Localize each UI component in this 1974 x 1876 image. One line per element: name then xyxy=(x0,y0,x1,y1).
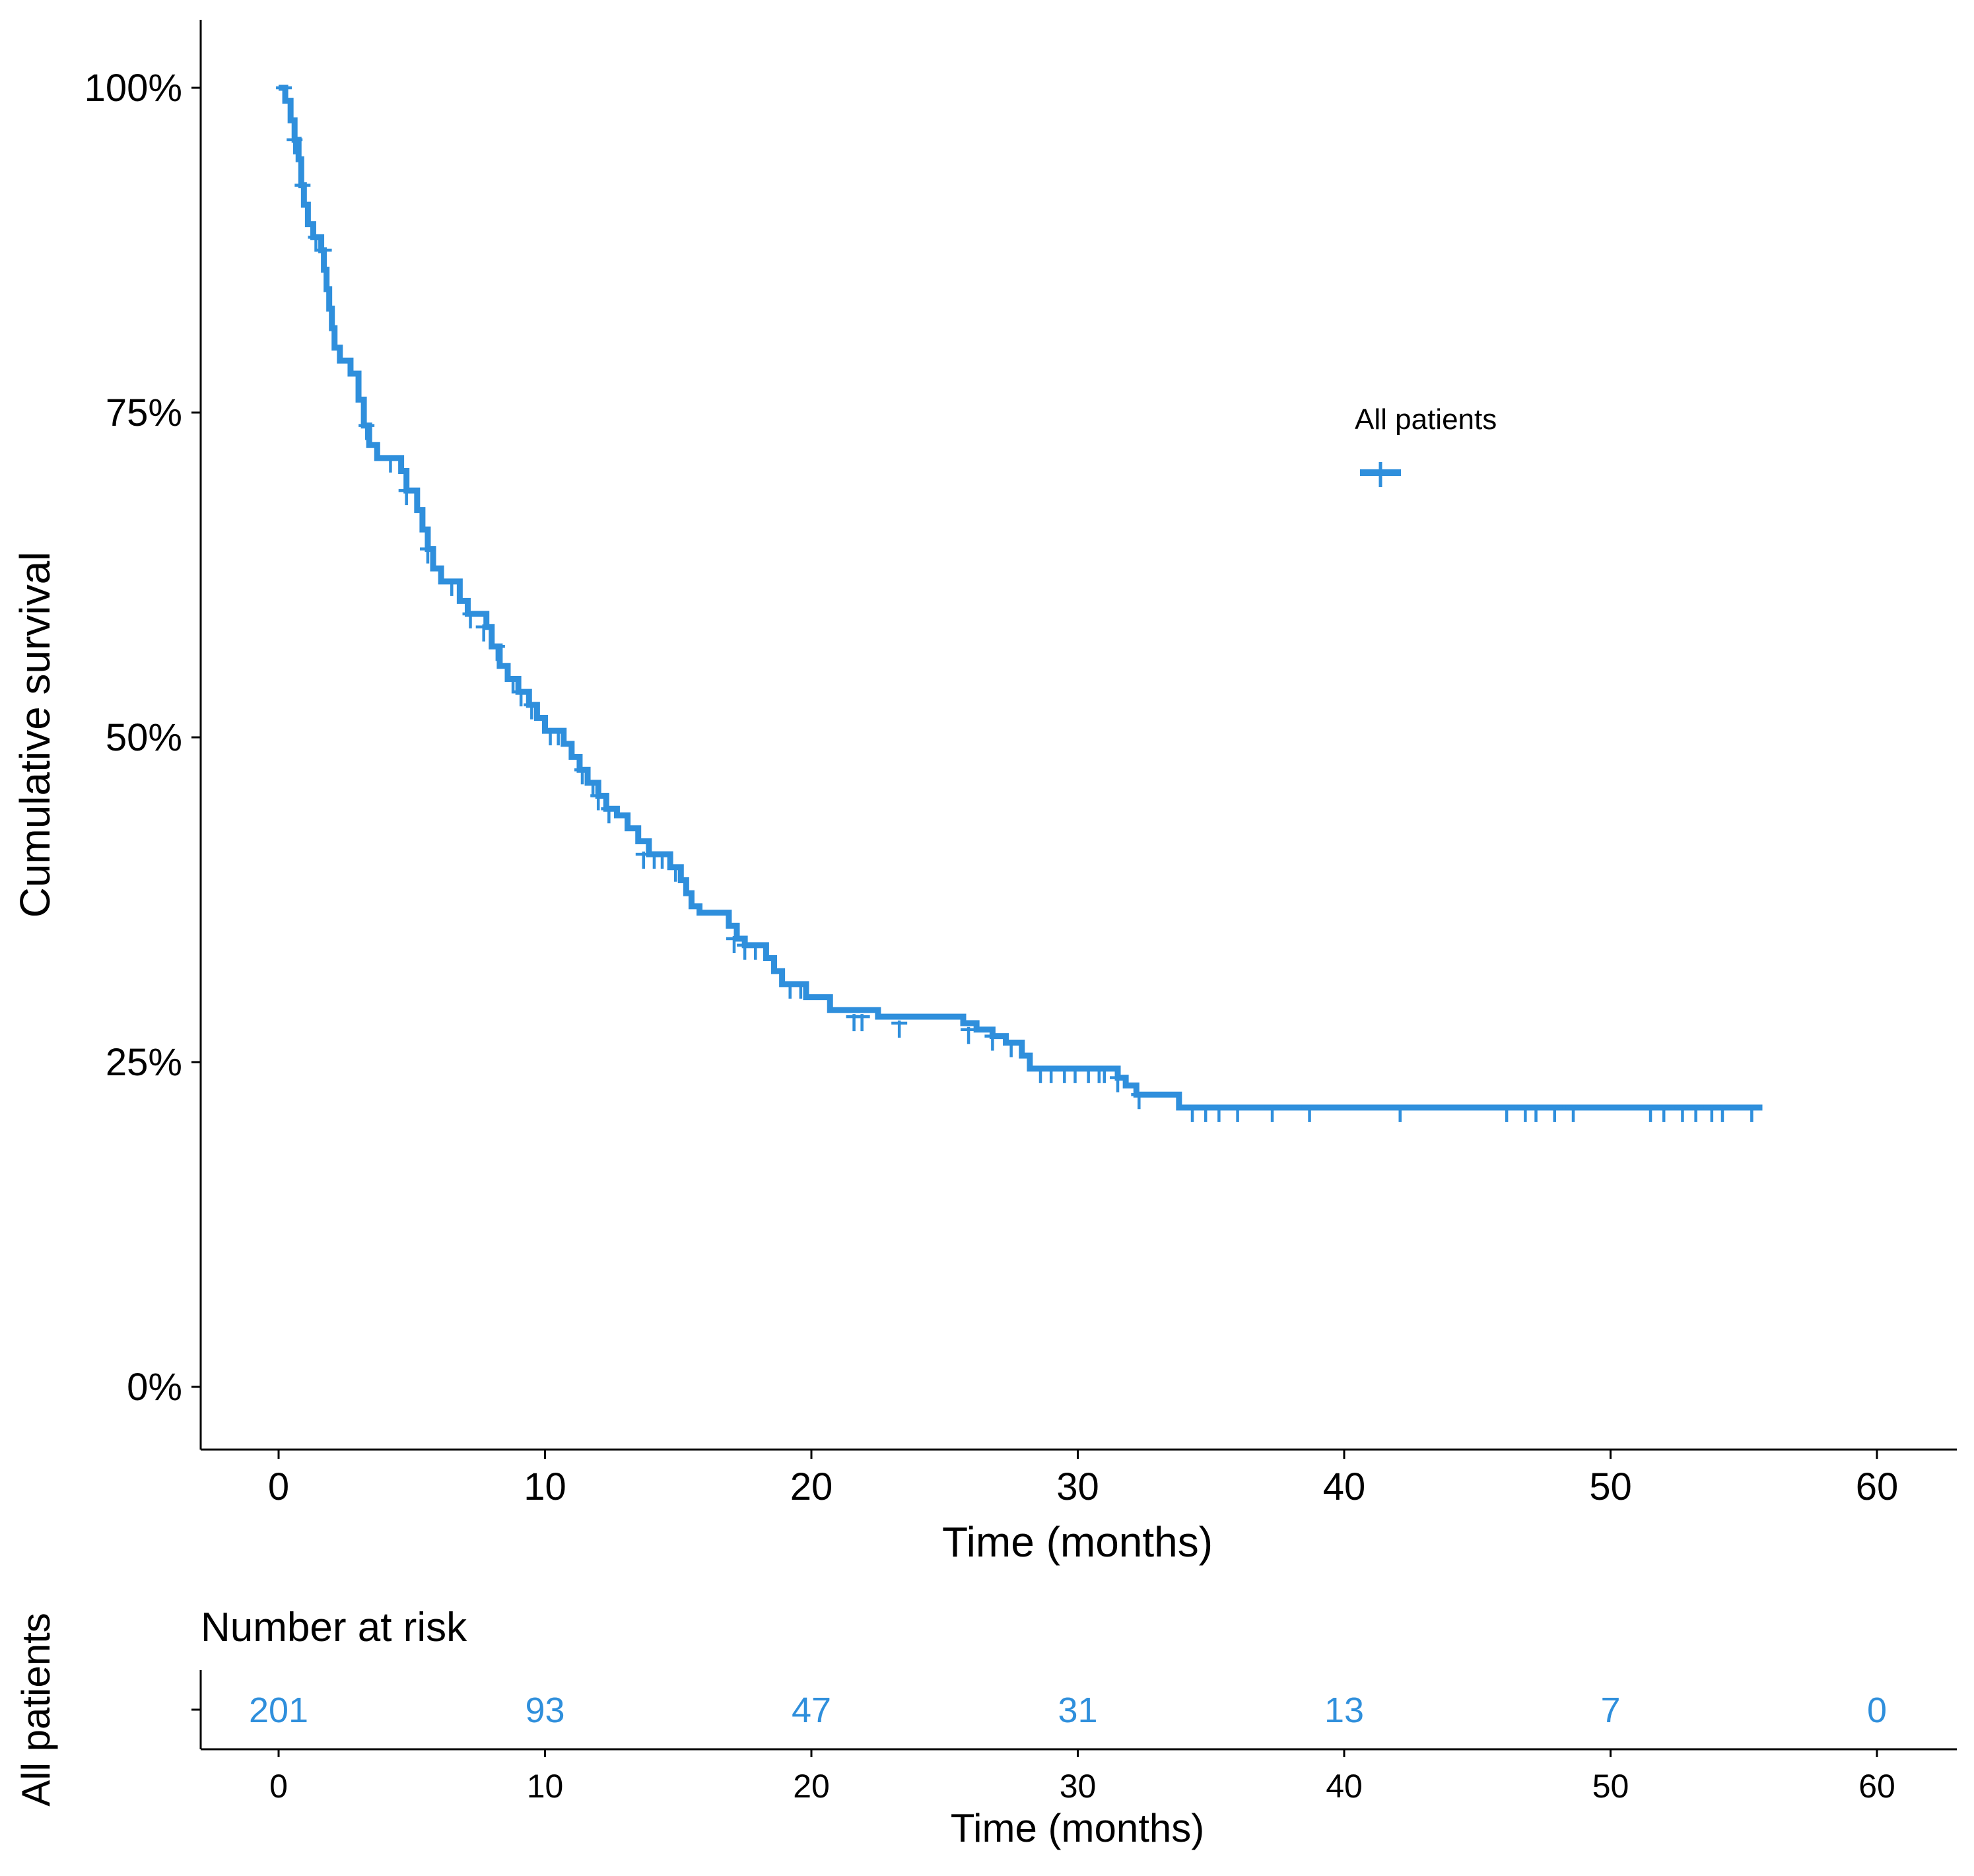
risk-table-title: Number at risk xyxy=(201,1605,467,1650)
censor-mark xyxy=(747,942,764,960)
risk-x-tick-label: 30 xyxy=(1060,1768,1097,1805)
x-axis-title: Time (months) xyxy=(942,1518,1213,1566)
risk-x-tick-label: 60 xyxy=(1858,1768,1895,1805)
censor-mark xyxy=(601,806,617,824)
censor-mark xyxy=(1392,1104,1408,1122)
y-axis-ticks: 0% 25% 50% 75% 100% xyxy=(85,67,201,1409)
censor-mark xyxy=(1043,1065,1060,1083)
survival-curve-line xyxy=(279,84,1763,1111)
censor-mark xyxy=(854,1014,870,1032)
censor-mark xyxy=(1656,1104,1672,1122)
x-tick-label: 50 xyxy=(1589,1465,1632,1508)
censor-mark xyxy=(1528,1104,1544,1122)
censor-mark xyxy=(1264,1104,1281,1122)
censor-mark xyxy=(287,137,303,154)
x-tick-label: 20 xyxy=(790,1465,833,1508)
censor-mark xyxy=(1674,1104,1691,1122)
risk-table: Number at risk All patients 201 93 47 31 13 7… xyxy=(14,1605,1957,1850)
censor-mark xyxy=(1643,1104,1659,1122)
censor-mark xyxy=(398,488,415,506)
censor-mark xyxy=(1301,1104,1318,1122)
risk-x-tick-label: 40 xyxy=(1326,1768,1363,1805)
censor-mark xyxy=(891,1020,908,1038)
risk-count: 31 xyxy=(1058,1691,1097,1730)
censor-mark xyxy=(726,936,742,954)
y-tick-label: 50% xyxy=(106,716,182,759)
censor-mark xyxy=(1096,1065,1112,1083)
censor-mark xyxy=(382,455,399,473)
censor-mark xyxy=(276,85,292,102)
censor-mark xyxy=(1744,1104,1760,1122)
censor-mark xyxy=(316,248,332,265)
censor-mark xyxy=(1211,1104,1227,1122)
censor-mark xyxy=(1198,1104,1214,1122)
risk-values: 201 93 47 31 13 7 0 xyxy=(249,1691,1887,1730)
censor-mark xyxy=(590,793,607,811)
censor-mark xyxy=(1565,1104,1582,1122)
censor-mark xyxy=(961,1026,977,1044)
censor-mark xyxy=(1003,1040,1019,1057)
risk-count: 93 xyxy=(525,1691,564,1730)
risk-x-axis-title: Time (months) xyxy=(951,1806,1205,1850)
y-tick-label: 0% xyxy=(127,1366,182,1409)
censor-mark xyxy=(1687,1104,1704,1122)
legend: All patients xyxy=(1355,403,1497,487)
risk-x-ticks: 0 10 20 30 40 50 60 xyxy=(269,1749,1895,1805)
x-tick-label: 40 xyxy=(1323,1465,1366,1508)
censor-mark xyxy=(574,767,590,785)
censor-mark xyxy=(984,1033,1001,1051)
risk-x-tick-label: 20 xyxy=(793,1768,830,1805)
y-axis-title: Cumulative survival xyxy=(11,552,59,918)
censor-mark xyxy=(667,864,684,882)
censor-mark xyxy=(462,611,479,629)
x-tick-label: 60 xyxy=(1856,1465,1899,1508)
censor-mark xyxy=(308,234,324,252)
x-tick-label: 30 xyxy=(1056,1465,1099,1508)
censor-mark xyxy=(792,981,809,999)
censor-mark xyxy=(1110,1075,1126,1092)
x-axis-ticks: 0 10 20 30 40 50 60 xyxy=(268,1450,1898,1508)
censor-mark xyxy=(294,182,311,200)
risk-count: 201 xyxy=(249,1691,308,1730)
x-tick-label: 0 xyxy=(268,1465,289,1508)
censor-mark xyxy=(524,702,540,720)
legend-title: All patients xyxy=(1355,403,1497,436)
censor-mark xyxy=(1546,1104,1563,1122)
censor-mark xyxy=(513,689,529,707)
y-tick-label: 75% xyxy=(106,391,182,434)
censor-mark xyxy=(1714,1104,1730,1122)
censor-mark xyxy=(444,578,460,596)
censor-mark xyxy=(550,728,566,746)
censor-mark xyxy=(358,422,375,440)
censor-mark xyxy=(1067,1065,1083,1083)
censor-mark xyxy=(475,624,492,642)
risk-x-tick-label: 0 xyxy=(269,1768,288,1805)
censor-mark xyxy=(1499,1104,1515,1122)
censor-mark xyxy=(419,546,436,564)
x-tick-label: 10 xyxy=(524,1465,566,1508)
y-tick-label: 100% xyxy=(85,67,182,110)
risk-x-tick-label: 50 xyxy=(1592,1768,1629,1805)
survival-curve-layer xyxy=(276,84,1763,1122)
y-tick-label: 25% xyxy=(106,1041,182,1084)
risk-count: 13 xyxy=(1324,1691,1364,1730)
risk-count: 7 xyxy=(1600,1691,1620,1730)
risk-row-label: All patients xyxy=(14,1613,58,1807)
censor-mark xyxy=(654,852,671,869)
censor-mark xyxy=(505,676,522,694)
risk-count: 47 xyxy=(792,1691,831,1730)
censor-mark xyxy=(489,644,505,661)
censor-mark xyxy=(1229,1104,1246,1122)
risk-count: 0 xyxy=(1867,1691,1887,1730)
censor-mark xyxy=(1184,1104,1201,1122)
censor-mark xyxy=(1131,1092,1147,1110)
risk-x-tick-label: 10 xyxy=(527,1768,564,1805)
